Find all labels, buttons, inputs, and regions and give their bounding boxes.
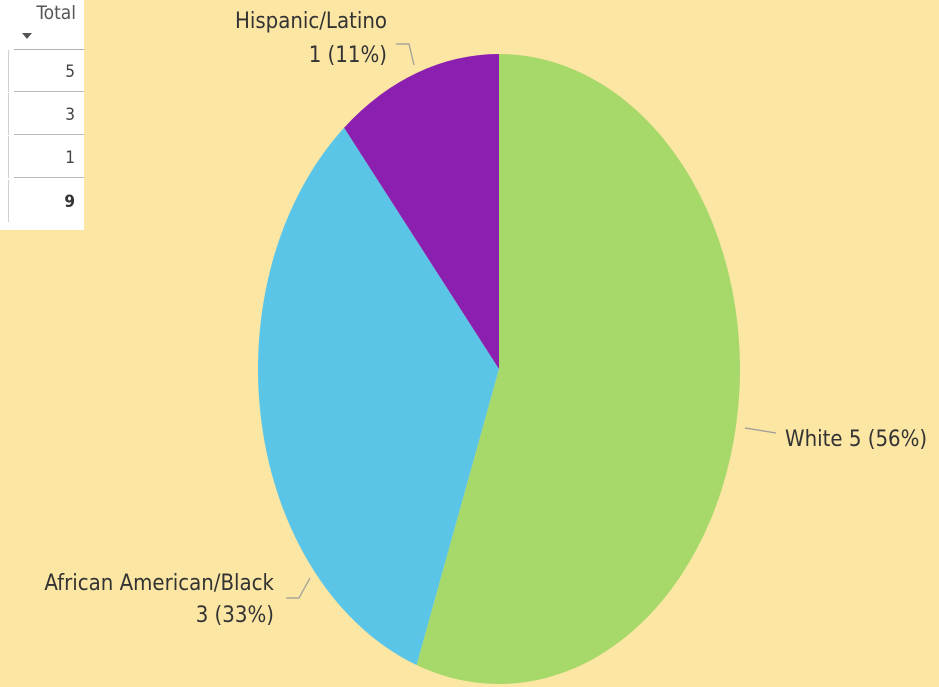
table-row: 1	[0, 136, 84, 178]
row-divider	[14, 134, 84, 135]
row-edge	[8, 180, 9, 222]
table-cell-total: 3	[65, 105, 75, 125]
row-divider	[14, 177, 84, 178]
leader-line	[286, 577, 311, 599]
pie-slice-hispanic-latino[interactable]	[344, 54, 499, 369]
pie-slice-african-american-black[interactable]	[258, 127, 499, 666]
table-row: 3	[0, 93, 84, 135]
data-label: African American/Black	[44, 571, 274, 596]
header-divider	[14, 49, 84, 50]
row-edge	[8, 93, 9, 135]
data-label: 3 (33%)	[196, 603, 274, 628]
leader-line	[744, 427, 777, 434]
summary-table: Total 5 3 1 9	[0, 0, 84, 230]
table-header[interactable]: Total	[0, 0, 84, 50]
data-label: Hispanic/Latino	[235, 9, 387, 34]
leader-line	[396, 43, 415, 66]
table-row: 5	[0, 50, 84, 92]
table-cell-total: 1	[65, 148, 75, 168]
data-label: 1 (11%)	[309, 43, 387, 68]
pie-slice-white[interactable]	[416, 54, 740, 684]
total-column-header[interactable]: Total	[36, 2, 76, 24]
table-grand-total: 9	[64, 192, 75, 212]
sort-descending-icon[interactable]	[22, 33, 32, 39]
table-cell-total: 5	[65, 62, 75, 82]
data-label: White 5 (56%)	[785, 427, 927, 452]
row-divider	[14, 91, 84, 92]
row-edge	[8, 50, 9, 92]
row-edge	[8, 136, 9, 178]
table-total-row: 9	[0, 180, 84, 222]
